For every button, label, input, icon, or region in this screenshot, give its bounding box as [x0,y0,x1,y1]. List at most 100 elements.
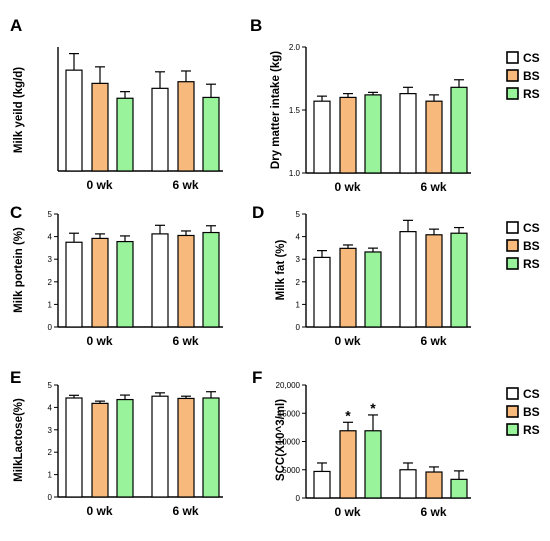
panel-c: C Milk portein (%) 0 1 2 3 4 5 0 wk 6 wk [10,203,223,348]
panel-letter-f: F [252,368,262,387]
category-label: 6 wk [172,504,198,518]
category-label: 6 wk [420,180,446,194]
y-tick-label: 10000 [278,438,301,447]
bar-bs [177,234,195,328]
bar-cs [313,470,331,499]
y-axis-label: MilkLactose(%) [13,398,25,482]
y-tick-label: 4 [48,403,53,412]
bar-bs [339,430,357,499]
bar-rs [116,398,134,498]
bar-rs [450,232,468,328]
y-tick-label: 1 [48,471,53,480]
panel-letter-d: D [252,203,264,222]
bar-cs [399,93,417,174]
y-tick-label: 2 [296,278,301,287]
bar-cs [151,395,169,498]
panel-a: A Milk yeild (kg/d) 0 wk 6 wk [10,16,223,192]
y-axis-label: Milk fat (%) [275,239,287,300]
category-label: 6 wk [420,505,446,519]
category-label: 6 wk [420,334,446,348]
y-tick-label: 5 [48,381,53,390]
y-axis-label: Milk portein (%) [13,227,25,313]
legend-label-cs: CS [523,221,540,235]
legend-swatch-rs [506,257,519,270]
category-label: 0 wk [334,334,360,348]
y-tick-label: 2.0 [289,43,301,52]
y-tick-label: 0 [48,323,53,332]
bar-cs [399,469,417,499]
bar-bs [425,471,443,499]
category-label: 0 wk [86,504,112,518]
legend-label-bs: BS [523,239,540,253]
y-tick-label: 0 [296,323,301,332]
category-label: 0 wk [334,180,360,194]
legend-swatch-bs [506,405,519,418]
bar-bs [177,397,195,498]
bar-cs [151,233,169,328]
y-tick-label: 15000 [278,409,301,418]
y-tick-label: 1.0 [289,169,301,178]
panel-letter-e: E [10,368,21,387]
legend-d: CS BS RS [506,221,540,271]
bar-bs [91,402,109,498]
legend-label-cs: CS [523,51,540,65]
bar-cs [313,100,331,174]
bar-rs [450,86,468,174]
y-tick-label: 4 [48,233,53,242]
legend-label-rs: RS [523,257,540,271]
bar-cs [151,87,169,172]
bar-rs [116,97,134,172]
bar-rs [202,231,220,328]
legend-label-bs: BS [523,405,540,419]
bar-rs [202,397,220,498]
y-axis-label: Dry matter intake (kg) [270,51,282,169]
y-tick-label: 5 [48,210,53,219]
y-tick-label: 5000 [282,466,300,475]
legend-f: CS BS RS [506,387,540,437]
category-label: 0 wk [86,334,112,348]
bar-bs [425,100,443,174]
bar-rs [202,96,220,172]
bar-rs [116,240,134,328]
panel-letter-b: B [250,16,262,35]
y-tick-label: 1 [296,300,301,309]
legend-b: CS BS RS [506,51,540,101]
bar-bs [425,234,443,328]
category-label: 0 wk [86,178,112,192]
bar-bs [339,247,357,328]
panel-letter-c: C [10,203,22,222]
y-tick-label: 20,000 [276,381,301,390]
legend-swatch-cs [506,221,519,234]
bar-bs [91,82,109,172]
legend-label-bs: BS [523,69,540,83]
category-label: 6 wk [172,334,198,348]
y-tick-label: 2 [48,278,53,287]
legend-swatch-cs [506,51,519,64]
bar-cs [65,69,83,172]
y-tick-label: 1 [48,300,53,309]
panel-b: B Dry matter intake (kg) 1.0 1.5 2.0 0 wk 6 wk [250,16,471,194]
y-tick-label: 3 [296,255,301,264]
legend-label-cs: CS [523,387,540,401]
y-tick-label: 3 [48,255,53,264]
bar-cs [65,397,83,498]
y-axis-label: SCC(X10^3/ml) [275,399,287,481]
y-tick-label: 1.5 [289,106,301,115]
y-tick-label: 0 [296,494,301,503]
bar-bs [91,237,109,328]
bar-bs [177,81,195,172]
legend-label-rs: RS [523,87,540,101]
panel-d: D Milk fat (%) 0 1 2 3 4 5 0 wk 6 wk [252,203,471,348]
y-tick-label: 4 [296,233,301,242]
bar-cs [65,241,83,328]
bar-cs [313,256,331,328]
legend-swatch-bs [506,239,519,252]
y-tick-label: 0 [48,493,53,502]
y-tick-label: 2 [48,448,53,457]
category-label: 6 wk [172,178,198,192]
significance-mark: * [345,407,351,423]
legend-swatch-rs [506,423,519,436]
bar-bs [339,96,357,174]
legend-swatch-bs [506,69,519,82]
